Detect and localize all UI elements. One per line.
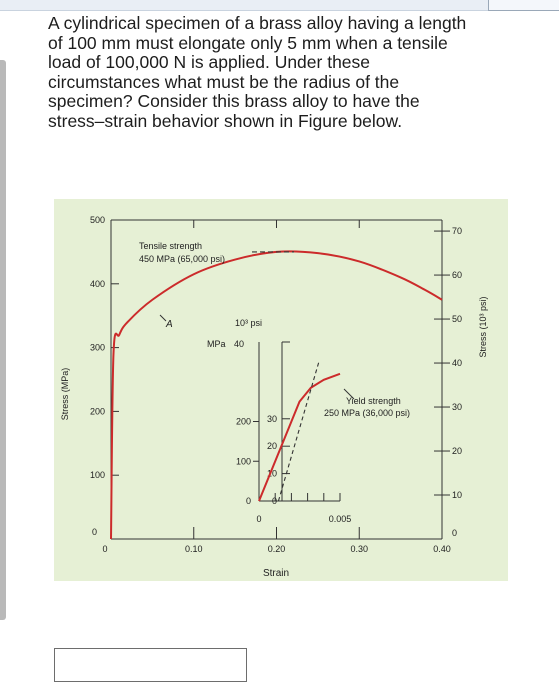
y-axis-label: Stress (MPa) bbox=[60, 368, 70, 421]
inset-y-tick-label: 100 bbox=[236, 456, 251, 466]
tensile-strength-label: Tensile strength bbox=[139, 241, 202, 251]
x-tick-label: 0.10 bbox=[185, 544, 203, 554]
inset-y2-tick-label: 0 bbox=[272, 496, 277, 506]
chart-background bbox=[54, 199, 508, 581]
inset-unit-psi: 10³ psi bbox=[235, 318, 262, 328]
yield-arrow bbox=[343, 388, 355, 400]
x-tick-label: 0.20 bbox=[268, 544, 286, 554]
y2-tick-label: 30 bbox=[452, 402, 462, 412]
top-strip bbox=[0, 0, 559, 11]
question-text: A cylindrical specimen of a brass alloy … bbox=[48, 13, 528, 132]
inset-unit-mpa: MPa bbox=[207, 339, 226, 349]
y2-tick-label: 50 bbox=[452, 314, 462, 324]
tensile-strength-value: 450 MPa (65,000 psi) bbox=[139, 254, 225, 264]
y2-tick-label: 40 bbox=[452, 358, 462, 368]
y2-tick-label: 70 bbox=[452, 226, 462, 236]
y2-tick-label: 0 bbox=[452, 528, 457, 538]
x-tick-label: 0.30 bbox=[350, 544, 368, 554]
inset-y-tick-label: 0 bbox=[246, 496, 251, 506]
answer-input[interactable] bbox=[54, 648, 247, 682]
y2-tick-label: 20 bbox=[452, 446, 462, 456]
question-line: A cylindrical specimen of a brass alloy … bbox=[48, 13, 467, 33]
y-tick-label: 0 bbox=[92, 527, 97, 537]
question-line: specimen? Consider this brass alloy to h… bbox=[48, 91, 420, 112]
yield-strength-value: 250 MPa (36,000 psi) bbox=[324, 408, 410, 418]
question-line: load of 100,000 N is applied. Under thes… bbox=[48, 52, 371, 73]
y2-tick-label: 10 bbox=[452, 490, 462, 500]
top-strip-edge bbox=[488, 0, 559, 11]
inset-y2-tick-label: 10 bbox=[267, 469, 277, 479]
x-tick-label: 0 bbox=[102, 544, 107, 554]
inset-axes: 0 100 200 40 0 10 20 30 0.005 0 bbox=[234, 339, 351, 524]
point-a-label: A bbox=[165, 319, 173, 330]
question-line: circumstances what must be the radius of… bbox=[48, 71, 400, 92]
y-tick-label: 300 bbox=[90, 343, 105, 353]
question-line: stress–strain behavior shown in Figure b… bbox=[48, 110, 403, 131]
point-a-arrow bbox=[159, 314, 167, 322]
x-axis-label: Strain bbox=[263, 568, 289, 579]
y2-tick-label: 60 bbox=[452, 270, 462, 280]
y-tick-label: 100 bbox=[90, 470, 105, 480]
x-tick-label: 0.40 bbox=[433, 544, 451, 554]
stress-strain-curve bbox=[110, 250, 443, 540]
y-tick-label: 500 bbox=[90, 215, 105, 225]
inset-x-tick-label: 0.005 bbox=[329, 514, 352, 524]
y-tick-label: 200 bbox=[90, 406, 105, 416]
inset-stress-strain-curve bbox=[258, 372, 341, 502]
scrollbar[interactable] bbox=[0, 60, 6, 620]
inset-y-tick-label: 200 bbox=[236, 417, 251, 427]
inset-y-tick-label: 40 bbox=[234, 339, 244, 349]
y-tick-label: 400 bbox=[90, 279, 105, 289]
y2-axis-label: Stress (10³ psi) bbox=[478, 296, 488, 357]
yield-strength-dash bbox=[277, 361, 320, 502]
yield-strength-label: Yield strength bbox=[346, 396, 401, 406]
stress-strain-figure: 0 100 200 300 400 500 0 0 10 20 30 40 50 60 70 0.10 0.20… bbox=[54, 199, 508, 581]
question-line: of 100 mm must elongate only 5 mm when a… bbox=[48, 32, 448, 53]
inset-x-tick-label: 0 bbox=[256, 514, 261, 524]
inset-y2-tick-label: 30 bbox=[267, 414, 277, 424]
inset-y2-tick-label: 20 bbox=[267, 441, 277, 451]
